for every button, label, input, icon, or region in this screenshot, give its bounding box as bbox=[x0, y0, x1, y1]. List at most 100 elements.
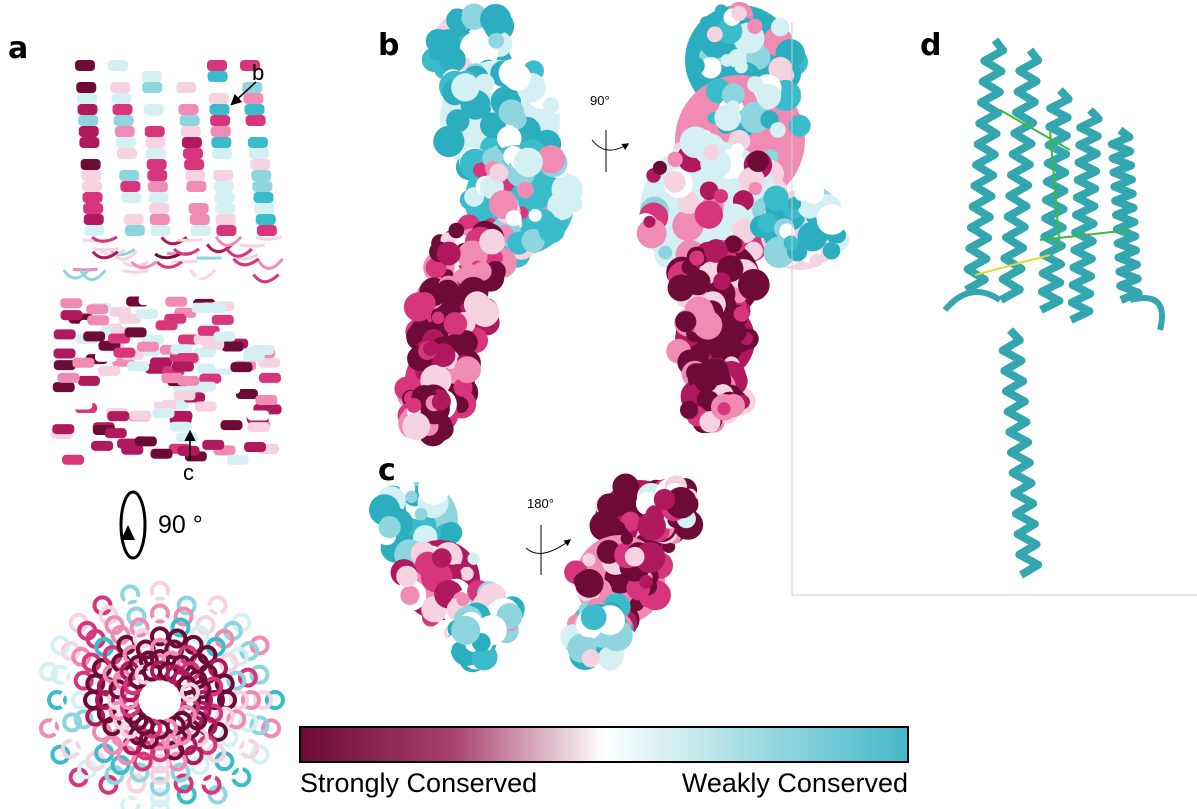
helix-segment bbox=[141, 60, 161, 71]
surface-patch bbox=[747, 19, 762, 34]
helix-ribbon bbox=[1041, 90, 1069, 310]
helix-segment bbox=[118, 159, 138, 170]
helix-segment bbox=[143, 93, 163, 104]
panel-label: d bbox=[920, 28, 941, 63]
loop bbox=[123, 270, 148, 272]
helix-segment bbox=[52, 424, 74, 434]
helix-segment bbox=[84, 225, 104, 236]
surface-patch bbox=[406, 398, 421, 413]
helix-ribbon bbox=[966, 40, 1003, 290]
surface-patch bbox=[734, 306, 750, 322]
helix-segment bbox=[214, 181, 234, 192]
surface-patch bbox=[817, 204, 847, 234]
surface-patch bbox=[499, 99, 525, 125]
loop bbox=[172, 261, 197, 262]
surface-patch bbox=[432, 312, 444, 324]
loop bbox=[73, 269, 98, 270]
helix-segment bbox=[191, 303, 213, 313]
helix-segment bbox=[145, 137, 165, 148]
surface-patch bbox=[725, 321, 747, 343]
helix-ribbon bbox=[1071, 110, 1099, 320]
loop bbox=[256, 237, 281, 239]
helix-segment bbox=[142, 82, 162, 93]
helix-segment bbox=[243, 351, 265, 361]
helix-segment bbox=[108, 60, 128, 71]
helix-segment bbox=[215, 192, 235, 203]
helix-segment bbox=[146, 148, 166, 159]
surface-patch bbox=[689, 250, 704, 265]
panel-label: b bbox=[378, 28, 399, 63]
loop bbox=[227, 249, 252, 256]
helix-segment bbox=[252, 181, 272, 192]
helix-segment bbox=[212, 315, 234, 325]
surface-patch bbox=[499, 59, 527, 87]
helix-segment bbox=[127, 361, 149, 371]
helix-segment bbox=[113, 104, 133, 115]
helix-segment bbox=[208, 82, 228, 93]
surface-patch bbox=[717, 402, 730, 415]
helix-segment bbox=[54, 348, 76, 358]
helix-segment bbox=[147, 159, 167, 170]
surface-patch bbox=[449, 9, 462, 22]
helix-segment bbox=[82, 181, 102, 192]
surface-patch bbox=[784, 236, 799, 251]
surface-patch bbox=[514, 148, 543, 177]
surface-patch bbox=[675, 311, 696, 332]
surface-patch bbox=[451, 616, 480, 645]
surface-patch bbox=[714, 189, 728, 203]
figure: a b c d b c 90 ° 90° 180° Strongly Conse… bbox=[0, 0, 1197, 809]
helix-segment bbox=[114, 115, 134, 126]
helix-segment bbox=[216, 214, 236, 225]
surface-patch bbox=[451, 73, 479, 101]
surface-patch bbox=[506, 210, 522, 226]
surface-patch bbox=[688, 57, 705, 74]
surface-patch bbox=[435, 280, 459, 304]
helix-segment bbox=[83, 203, 103, 214]
helix-segment bbox=[213, 159, 233, 170]
surface-patch bbox=[489, 164, 508, 183]
surface-patch bbox=[639, 575, 653, 589]
helix-segment bbox=[113, 348, 135, 358]
loop bbox=[216, 237, 241, 246]
surface-patch bbox=[695, 200, 723, 228]
helix-segment bbox=[110, 82, 130, 93]
surface-patch bbox=[612, 521, 625, 534]
helix-segment bbox=[83, 331, 105, 341]
helix-segment bbox=[105, 428, 127, 438]
surface-patch bbox=[414, 292, 436, 314]
helix-segment bbox=[211, 137, 231, 148]
helix-segment bbox=[142, 426, 164, 436]
helix-segment bbox=[208, 71, 228, 82]
helix-segment bbox=[135, 436, 157, 446]
helix-segment bbox=[91, 441, 113, 451]
rotation-icon bbox=[121, 525, 135, 540]
helix-segment bbox=[83, 192, 103, 203]
helix-segment bbox=[182, 137, 202, 148]
helix-segment bbox=[149, 192, 169, 203]
surface-patch bbox=[823, 242, 840, 259]
surface-patch bbox=[653, 161, 667, 175]
helix-segment bbox=[246, 115, 266, 126]
helix-segment bbox=[136, 309, 158, 319]
helix-segment bbox=[188, 192, 208, 203]
surface-patch bbox=[448, 223, 464, 239]
helix-segment bbox=[122, 192, 142, 203]
helix-segment bbox=[210, 104, 230, 115]
helix-segment bbox=[98, 366, 120, 376]
surface-patch bbox=[654, 489, 675, 510]
helix-segment bbox=[251, 170, 271, 181]
helix-segment bbox=[230, 362, 252, 372]
helix-segment bbox=[149, 203, 169, 214]
helix-segment bbox=[129, 411, 151, 421]
helix-segment bbox=[77, 93, 97, 104]
colorbar-label: Weakly Conserved bbox=[682, 768, 908, 798]
helix-segment bbox=[107, 411, 129, 421]
helix-segment bbox=[216, 225, 236, 236]
surface-patch bbox=[582, 553, 595, 566]
helix-segment bbox=[176, 433, 198, 443]
helix-segment bbox=[152, 408, 174, 418]
panel-label: a bbox=[8, 31, 28, 66]
structure-art bbox=[37, 2, 1162, 809]
surface-patch bbox=[575, 569, 604, 598]
surface-patch bbox=[517, 182, 534, 199]
